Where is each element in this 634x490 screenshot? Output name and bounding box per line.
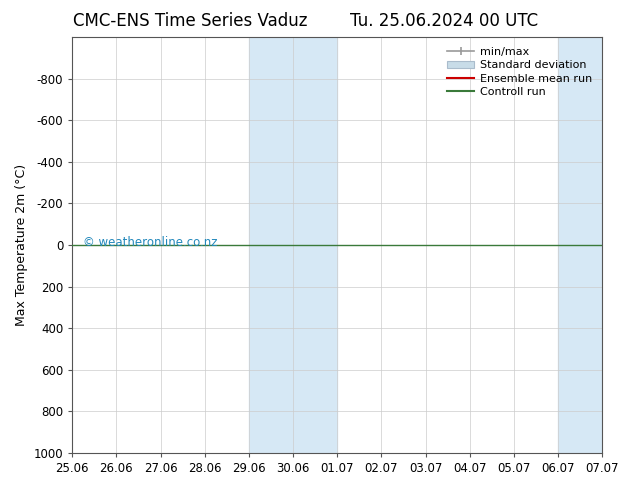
Text: CMC-ENS Time Series Vaduz: CMC-ENS Time Series Vaduz <box>73 12 307 30</box>
Legend: min/max, Standard deviation, Ensemble mean run, Controll run: min/max, Standard deviation, Ensemble me… <box>443 43 597 101</box>
Bar <box>558 37 602 453</box>
Text: Tu. 25.06.2024 00 UTC: Tu. 25.06.2024 00 UTC <box>350 12 538 30</box>
Y-axis label: Max Temperature 2m (°C): Max Temperature 2m (°C) <box>15 164 28 326</box>
Bar <box>249 37 337 453</box>
Text: © weatheronline.co.nz: © weatheronline.co.nz <box>83 237 217 249</box>
